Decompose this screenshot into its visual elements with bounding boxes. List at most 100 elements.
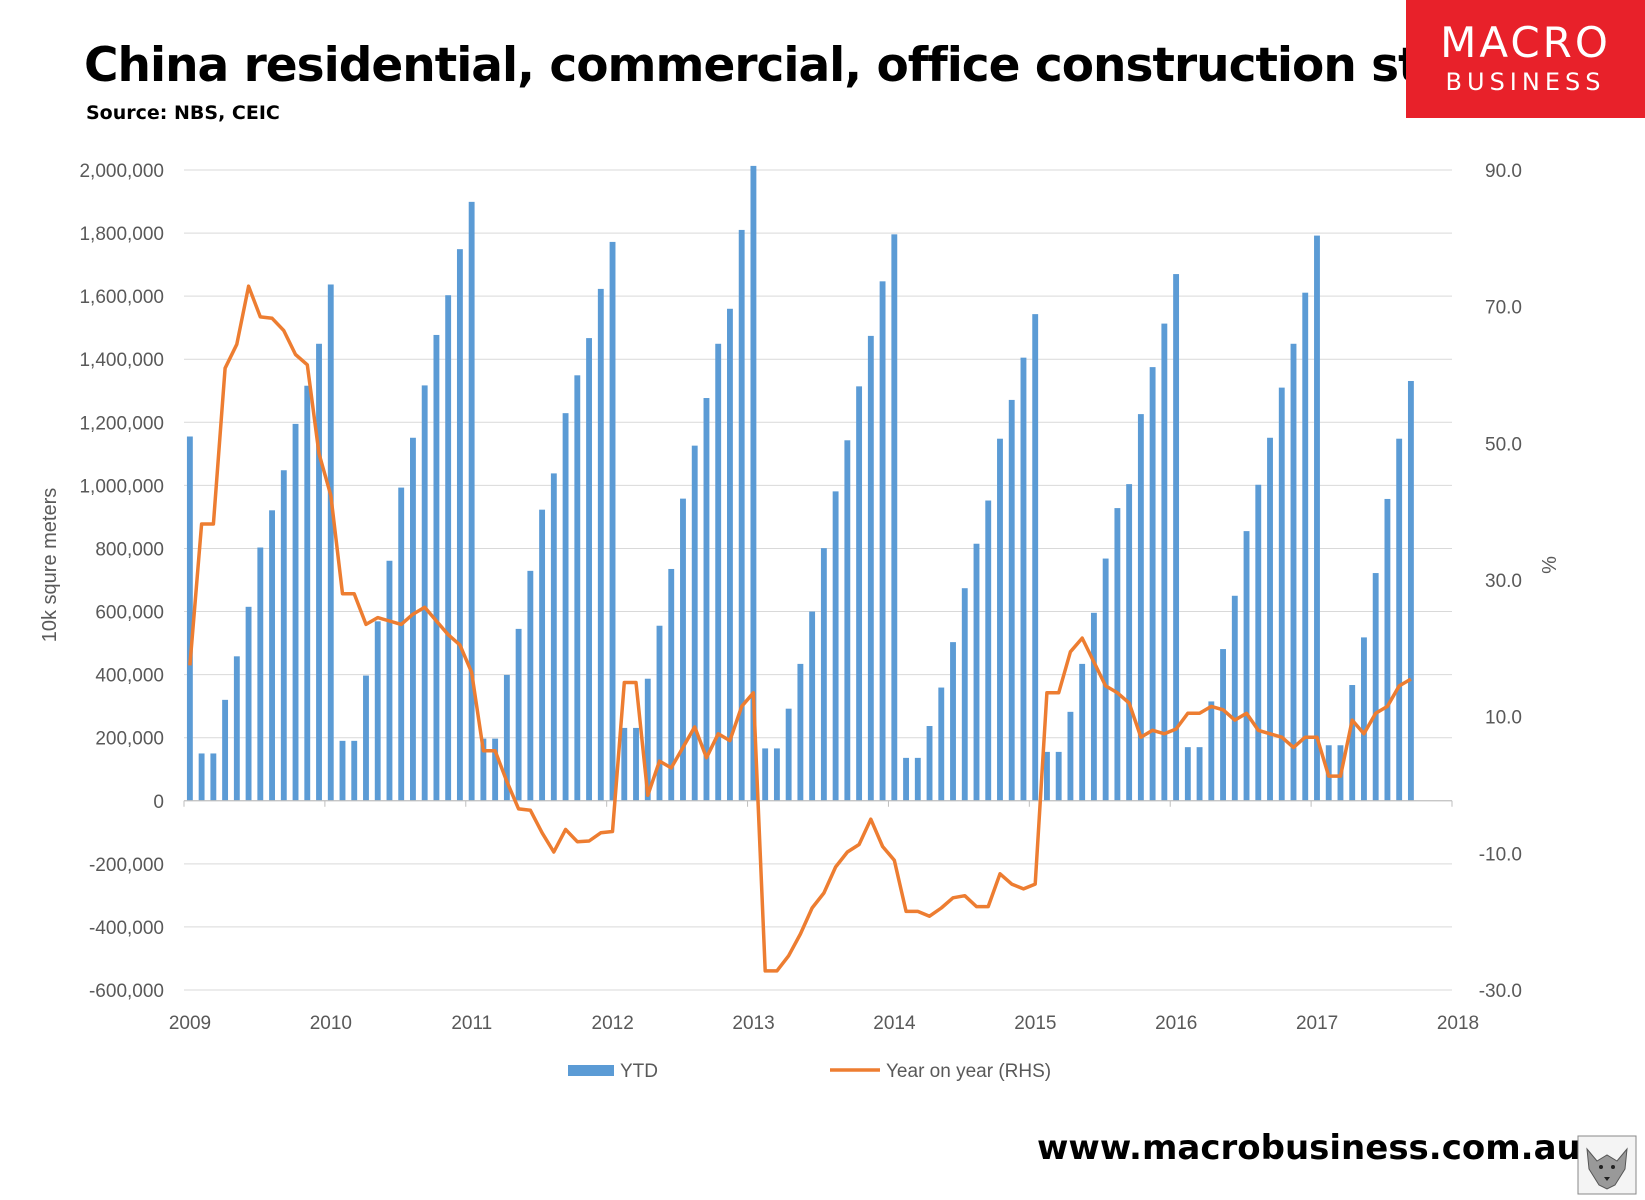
bar (797, 663, 804, 801)
x-tick-label: 2009 (169, 1013, 211, 1034)
x-tick-label: 2017 (1296, 1013, 1338, 1034)
bar (1243, 531, 1250, 801)
bar (656, 625, 663, 801)
bar (1384, 498, 1391, 801)
bar (527, 570, 534, 801)
bar (456, 249, 463, 801)
bar (914, 757, 921, 801)
bar (1314, 235, 1320, 801)
bar (1114, 508, 1121, 801)
bar (269, 510, 275, 801)
bar (433, 334, 440, 801)
bar (492, 738, 499, 801)
bar (973, 543, 980, 801)
y2-tick-label: 30.0 (1485, 571, 1522, 592)
bar (926, 726, 933, 801)
bar (879, 281, 886, 801)
bar (1032, 314, 1039, 801)
bar (445, 295, 452, 801)
bar (867, 335, 874, 801)
bar (339, 740, 346, 801)
bar (1137, 414, 1144, 801)
bar (1173, 274, 1180, 801)
x-tick-label: 2011 (451, 1013, 492, 1034)
website-url[interactable]: www.macrobusiness.com.au (1037, 1128, 1581, 1168)
bar (938, 687, 945, 801)
bar (222, 699, 229, 801)
bar (633, 727, 639, 801)
bar (621, 727, 628, 801)
bar (1361, 637, 1367, 801)
bar (1220, 649, 1226, 801)
bar (644, 678, 651, 801)
y2-tick-label: 70.0 (1485, 298, 1522, 319)
bar (820, 548, 827, 801)
y2-tick-label: 50.0 (1485, 434, 1522, 455)
y-axis-title: 10k squre meters (39, 488, 61, 643)
bar (1090, 612, 1097, 801)
bar (1372, 573, 1379, 801)
bar (1290, 343, 1297, 801)
macrobusiness-logo: MACRO BUSINESS (1406, 0, 1645, 118)
x-tick-label: 2014 (873, 1013, 916, 1034)
bar (233, 656, 240, 801)
bar (891, 234, 898, 801)
bar (903, 757, 909, 801)
bar (304, 385, 311, 801)
bar (198, 753, 205, 801)
bar (844, 440, 851, 801)
y2-tick-label: -10.0 (1479, 844, 1522, 865)
y-tick-label: 400,000 (95, 666, 164, 687)
bar (1267, 437, 1273, 801)
bar (421, 385, 428, 801)
bar (1278, 387, 1285, 801)
bar (715, 343, 722, 801)
bar (351, 740, 358, 801)
bar (515, 628, 522, 801)
yoy-line (188, 284, 1412, 973)
bar (961, 588, 968, 801)
bar (327, 284, 334, 801)
bar (680, 498, 686, 801)
bar (1055, 751, 1062, 801)
bar (1079, 663, 1086, 801)
y-tick-label: 800,000 (95, 539, 164, 560)
bar (210, 753, 217, 801)
bar (186, 436, 193, 801)
y-tick-label: 600,000 (95, 603, 164, 624)
legend-label-yoy: Year on year (RHS) (886, 1061, 1051, 1082)
bar (468, 201, 475, 801)
bar (363, 675, 369, 801)
y-tick-label: 200,000 (95, 729, 164, 750)
y-tick-label: -600,000 (89, 981, 164, 1002)
bar (762, 748, 769, 801)
x-tick-label: 2015 (1014, 1013, 1056, 1034)
bar (550, 473, 557, 801)
y-tick-label: 1,400,000 (79, 350, 164, 371)
bar (773, 748, 780, 801)
bar (809, 611, 816, 801)
bar (374, 621, 381, 801)
bar (738, 229, 745, 801)
bar (1302, 292, 1309, 801)
bar (1255, 484, 1262, 801)
bar (586, 338, 592, 801)
bar (1184, 747, 1191, 801)
bar (785, 708, 792, 801)
bar (398, 487, 405, 801)
bar (292, 423, 299, 801)
bar (574, 375, 581, 801)
bar (609, 241, 616, 801)
bar (668, 568, 675, 801)
y-tick-label: -400,000 (89, 918, 164, 939)
bar (985, 500, 992, 801)
x-tick-label: 2018 (1437, 1013, 1479, 1034)
y2-tick-label: 10.0 (1485, 708, 1522, 729)
bar (562, 413, 569, 801)
bar (1102, 558, 1109, 801)
x-tick-label: 2016 (1155, 1013, 1197, 1034)
bar (1349, 685, 1356, 801)
bar (1208, 701, 1215, 801)
wolf-badge-icon (1577, 1135, 1637, 1195)
